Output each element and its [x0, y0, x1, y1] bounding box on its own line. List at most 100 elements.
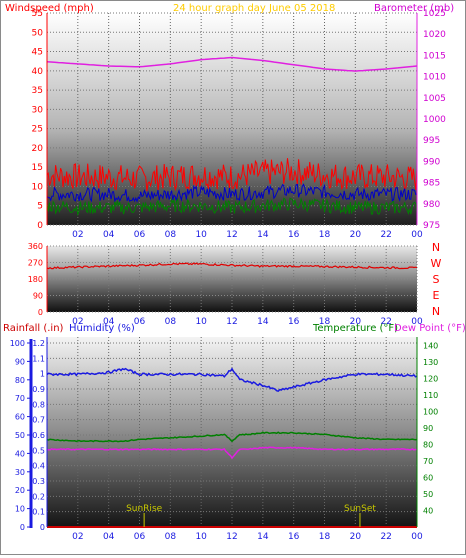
x-tick-label: 02 [72, 532, 83, 542]
x-tick-label: 00 [411, 230, 423, 240]
x-tick-label: 10 [195, 230, 207, 240]
x-tick-label: 20 [350, 532, 362, 542]
x-tick-label: 14 [257, 230, 269, 240]
rainfall-tick-label: 1 [40, 370, 45, 379]
sun-marker-label: SunRise [126, 504, 163, 514]
direction-tick-label: 90 [33, 292, 43, 301]
humidity-tick-label: 80 [15, 376, 25, 385]
x-tick-label: 08 [165, 230, 177, 240]
windspeed-tick-label: 20 [32, 144, 44, 154]
humidity-tick-label: 40 [15, 449, 25, 458]
x-tick-label: 20 [350, 230, 362, 240]
sun-annotations: SunRise SunSet [126, 504, 376, 527]
direction-tick-label: 0 [38, 308, 43, 317]
barometer-tick-label: 1015 [423, 51, 446, 61]
humidity-tick-label: 60 [15, 413, 25, 422]
humidity-tick-label: 20 [15, 486, 25, 495]
humidity-tick-label: 70 [15, 394, 25, 403]
compass-label-n-top: N [432, 241, 440, 254]
x-tick-label: 22 [380, 317, 391, 327]
rainfall-tick-label: 0.6 [32, 431, 45, 440]
humidity-tick-label: 10 [15, 505, 25, 514]
windspeed-tick-label: 10 [32, 182, 44, 192]
humidity-tick-label: 50 [15, 431, 25, 440]
wind-direction-line [46, 262, 418, 270]
x-tick-label: 00 [411, 317, 423, 327]
x-tick-label: 16 [288, 230, 300, 240]
wind-series [46, 56, 418, 217]
barometer-tick-label: 990 [423, 157, 440, 167]
x-tick-label: 04 [103, 532, 115, 542]
windspeed-tick-label: 55 [32, 9, 43, 19]
humidity-tick-label: 0 [20, 523, 25, 532]
rainfall-tick-label: 0.9 [32, 385, 45, 394]
temperature-tick-label: 110 [423, 391, 438, 400]
barometer-tick-label: 985 [423, 179, 440, 189]
rainfall-tick-label: 0.5 [32, 446, 45, 455]
compass-label-n-bottom: N [432, 305, 440, 318]
x-tick-label: 16 [288, 317, 300, 327]
rainfall-tick-label: 1.1 [32, 354, 45, 363]
direction-tick-label: 180 [28, 275, 43, 284]
x-tick-label: 02 [72, 230, 83, 240]
windspeed-tick-label: 45 [32, 48, 43, 58]
direction-tick-label: 270 [28, 259, 43, 268]
humidity-series [46, 367, 418, 528]
graph-title: 24 hour graph day June 05 2018 [173, 3, 335, 14]
x-tick-label: 10 [195, 317, 207, 327]
windspeed-line [46, 158, 418, 192]
rainfall-tick-label: 1.2 [32, 339, 45, 348]
rainfall-axis-title: Rainfall (.in) [3, 323, 64, 334]
barometer-tick-label: 1010 [423, 73, 446, 83]
direction-series [46, 262, 418, 270]
x-tick-label: 12 [226, 317, 237, 327]
temperature-axis-title: Temperature (°F) [312, 323, 398, 334]
barometer-line [46, 56, 418, 72]
x-tick-label: 20 [350, 317, 362, 327]
x-tick-label: 02 [72, 317, 83, 327]
windspeed-tick-label: 0 [37, 221, 43, 231]
x-tick-label: 14 [257, 317, 269, 327]
x-tick-label: 22 [380, 230, 391, 240]
rainfall-tick-label: 0.4 [32, 462, 45, 471]
humidity-tick-label: 30 [15, 468, 25, 477]
temperature-tick-label: 130 [423, 358, 438, 367]
x-tick-label: 06 [134, 532, 146, 542]
sun-marker-label: SunSet [344, 504, 376, 514]
rainfall-tick-label: 0.8 [32, 400, 45, 409]
barometer-tick-label: 975 [423, 221, 440, 231]
temperature-tick-label: 90 [423, 424, 433, 433]
rainfall-tick-label: 0.1 [32, 508, 45, 517]
humidity-line [46, 367, 418, 393]
x-tick-label: 08 [165, 317, 177, 327]
barometer-tick-label: 1000 [423, 115, 446, 125]
temperature-tick-label: 120 [423, 374, 438, 383]
barometer-axis-title: Barometer (mb) [374, 3, 454, 14]
gust-line [46, 183, 418, 203]
humidity-axis-ticks: 02 04 06 08 10 12 14 16 18 20 22 0000.10.20.30.40.5… [10, 339, 439, 542]
windspeed-tick-label: 40 [32, 67, 44, 77]
temperature-tick-label: 60 [423, 473, 433, 482]
temperature-tick-label: 140 [423, 341, 438, 350]
x-tick-label: 16 [288, 532, 300, 542]
windspeed-tick-label: 50 [32, 28, 44, 38]
compass-label-w: W [431, 257, 442, 270]
humidity-tick-label: 90 [15, 357, 25, 366]
direction-tick-label: 360 [28, 242, 43, 251]
temperature-tick-label: 70 [423, 457, 433, 466]
barometer-tick-label: 980 [423, 200, 440, 210]
x-tick-label: 14 [257, 532, 269, 542]
dewpoint-line [46, 446, 418, 460]
x-tick-label: 22 [380, 532, 391, 542]
windspeed-tick-label: 30 [32, 105, 44, 115]
rainfall-tick-label: 0.3 [32, 477, 45, 486]
rainfall-tick-label: 0.2 [32, 492, 45, 501]
wind-axis-ticks: 02 04 06 08 10 12 14 16 18 20 22 000510152025303540… [32, 9, 447, 240]
x-tick-label: 04 [103, 230, 115, 240]
x-tick-label: 12 [226, 532, 237, 542]
temperature-tick-label: 100 [423, 407, 438, 416]
windspeed-axis-title: Windspeed (mph) [5, 3, 94, 14]
